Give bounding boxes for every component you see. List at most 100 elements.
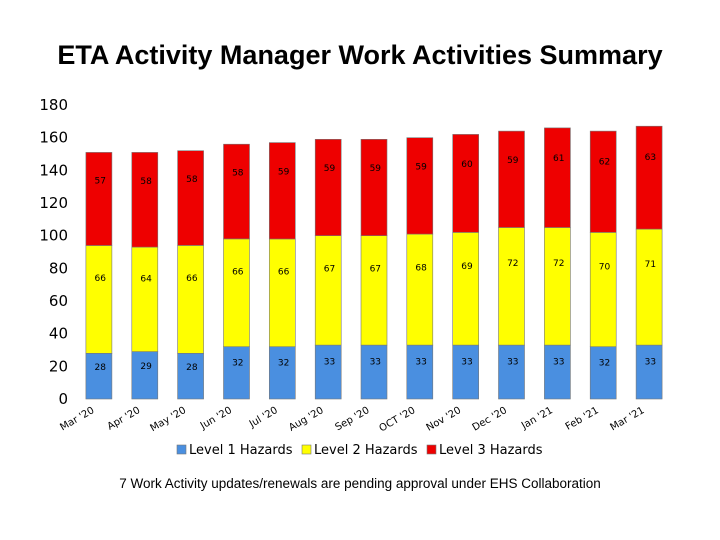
data-label: 61 [553,154,564,164]
bar-segment [589,346,617,400]
data-label: 33 [324,357,335,367]
legend-swatch [176,444,187,455]
legend-label: Level 1 Hazards [189,443,293,458]
data-label: 59 [324,164,336,174]
data-label: 66 [232,267,244,277]
legend-swatch [426,444,437,455]
bar-segment [131,152,159,248]
data-label: 60 [461,160,473,170]
data-label: 59 [278,168,290,178]
bar-segment [498,227,525,346]
data-label: 62 [599,158,610,168]
y-tick-label: 80 [49,259,68,277]
y-tick-label: 160 [39,129,68,147]
legend-label: Level 2 Hazards [314,443,418,458]
footnote: 7 Work Activity updates/renewals are pen… [119,476,601,491]
bar-segment [589,232,617,347]
x-tick-label: Dec '20 [471,405,509,434]
bar-segment [452,232,480,346]
data-label: 33 [370,357,381,367]
bar-segment [223,346,250,400]
stacked-bar-chart: 0 20 40 60 80 100 120 140 160 180 28 66 57 Mar '20 29 6… [39,96,663,458]
bar-segment [452,134,480,233]
bar-segment [360,235,388,346]
data-label: 68 [415,263,427,273]
data-label: 59 [415,163,427,173]
data-label: 59 [370,164,382,174]
bar-segment [452,344,480,400]
y-tick-label: 140 [39,161,68,179]
data-label: 32 [232,358,243,368]
data-label: 28 [94,363,106,373]
y-tick-label: 60 [49,292,68,310]
bar-segment [635,125,663,230]
bar-segment [498,344,525,400]
legend-swatch [301,444,312,455]
data-label: 33 [553,357,564,367]
bar-segment [85,245,113,354]
bar-segment [177,245,204,354]
x-tick-label: May '20 [149,405,189,434]
bar-segment [314,235,342,346]
x-tick-label: Mar '20 [58,405,96,433]
bar-segment [268,142,296,240]
bar-segment [406,233,434,346]
data-label: 58 [186,175,198,185]
bar-segment [131,351,159,400]
y-tick-label: 20 [49,357,68,375]
bar-segment [498,130,525,228]
bar-segment [544,227,571,346]
bar-segment [131,246,159,352]
x-tick-label: Aug '20 [287,405,326,434]
x-tick-label: Jun '20 [198,405,234,432]
x-tick-label: Jul '20 [247,405,280,430]
data-label: 33 [645,357,656,367]
y-tick-label: 40 [49,325,68,343]
bar-segment [544,127,571,228]
bar-segment [223,238,250,347]
bar-segment [314,344,342,400]
bar-segment [360,344,388,400]
data-label: 57 [94,176,105,186]
y-tick-label: 0 [58,390,68,408]
legend-label: Level 3 Hazards [439,443,543,458]
bar-segment [635,344,663,400]
bar-segment [177,150,204,246]
chart-title: ETA Activity Manager Work Activities Sum… [57,40,663,70]
data-label: 63 [645,153,656,163]
bar-segment [223,143,250,240]
data-label: 32 [599,358,610,368]
bar-segment [589,130,617,233]
x-tick-label: Sep '20 [334,405,372,433]
x-tick-label: Apr '20 [106,405,143,433]
x-tick-label: Jan '21 [519,405,555,432]
data-label: 64 [140,275,152,285]
data-label: 33 [507,357,518,367]
data-label: 70 [599,263,611,273]
data-label: 67 [370,265,381,275]
data-label: 58 [140,177,152,187]
bar-segment [544,344,571,400]
x-tick-label: Feb '21 [564,405,601,433]
bar-segment [85,152,113,246]
data-label: 69 [461,262,473,272]
data-label: 71 [645,260,656,270]
bar-segment [406,344,434,400]
bar-segment [177,352,204,400]
y-tick-label: 180 [39,96,68,114]
data-label: 67 [324,265,335,275]
data-label: 66 [186,274,198,284]
data-label: 33 [415,357,426,367]
data-label: 66 [278,267,290,277]
data-label: 72 [553,259,564,269]
bar-segment [360,139,388,237]
data-label: 66 [94,274,106,284]
bar-segment [635,228,663,346]
data-label: 32 [278,358,289,368]
y-tick-label: 100 [39,227,68,245]
x-tick-label: Nov '20 [425,405,464,434]
bar-segment [268,238,296,347]
x-tick-label: Mar '21 [609,405,647,433]
bar-segment [85,352,113,400]
data-label: 33 [461,357,472,367]
